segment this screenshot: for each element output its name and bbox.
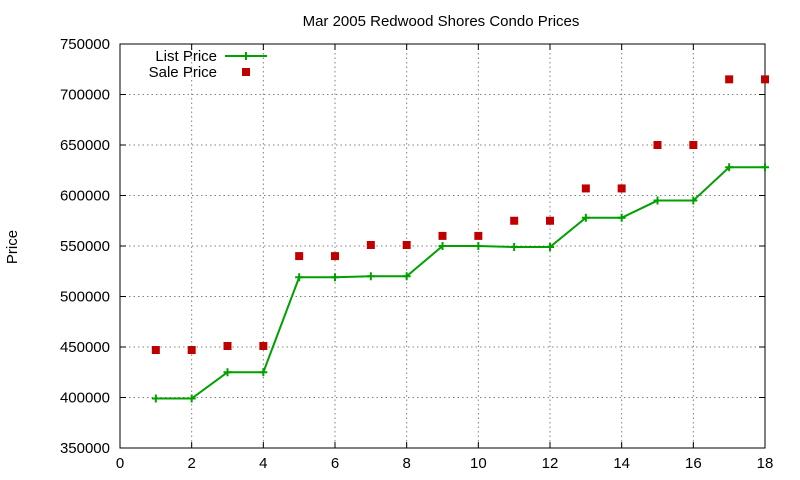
data-point-list-price bbox=[617, 213, 626, 222]
y-tick-label: 650000 bbox=[60, 137, 110, 154]
data-point-list-price bbox=[187, 394, 196, 403]
data-point-list-price bbox=[295, 273, 304, 282]
data-point-list-price bbox=[331, 273, 339, 282]
legend-label-sale-price: Sale Price bbox=[149, 64, 217, 81]
y-tick-label: 500000 bbox=[60, 289, 110, 306]
y-axis-label: Price bbox=[4, 230, 21, 264]
data-point-sale-price bbox=[617, 184, 626, 193]
y-tick-label: 600000 bbox=[60, 188, 110, 205]
x-tick-label: 2 bbox=[187, 455, 195, 472]
data-point-sale-price bbox=[725, 75, 734, 84]
data-point-sale-price bbox=[223, 341, 232, 350]
legend-marker-sale-price bbox=[242, 68, 250, 76]
x-tick-label: 8 bbox=[402, 455, 410, 472]
data-point-sale-price bbox=[402, 240, 411, 249]
x-tick-label: 0 bbox=[116, 455, 124, 472]
data-point-sale-price bbox=[653, 141, 662, 149]
data-point-list-price bbox=[546, 243, 554, 252]
data-point-sale-price bbox=[151, 346, 160, 355]
data-point-list-price bbox=[474, 242, 483, 250]
data-point-list-price bbox=[653, 196, 662, 205]
y-tick-label: 700000 bbox=[60, 87, 110, 104]
data-point-sale-price bbox=[187, 346, 196, 355]
data-point-sale-price bbox=[331, 252, 339, 261]
data-point-list-price bbox=[223, 368, 232, 377]
x-tick-label: 10 bbox=[470, 455, 487, 472]
data-point-list-price bbox=[438, 242, 447, 250]
data-point-list-price bbox=[402, 272, 411, 281]
x-tick-label: 4 bbox=[259, 455, 267, 472]
series-layer bbox=[151, 75, 769, 403]
data-point-list-price bbox=[151, 394, 160, 403]
y-tick-label: 450000 bbox=[60, 339, 110, 356]
legend-label-list-price: List Price bbox=[155, 48, 217, 65]
x-tick-label: 16 bbox=[685, 455, 702, 472]
y-tick-label: 750000 bbox=[60, 36, 110, 53]
axis-ticks: 350000 400000 450000 500000 550000 600000 6500… bbox=[60, 36, 773, 472]
data-point-sale-price bbox=[366, 240, 375, 249]
x-tick-label: 12 bbox=[542, 455, 559, 472]
y-tick-label: 350000 bbox=[60, 440, 110, 457]
data-point-sale-price bbox=[510, 216, 519, 225]
x-tick-label: 6 bbox=[331, 455, 339, 472]
data-point-list-price bbox=[761, 163, 769, 172]
data-point-sale-price bbox=[438, 231, 447, 240]
data-point-list-price bbox=[581, 213, 590, 222]
data-point-list-price bbox=[366, 272, 375, 281]
y-tick-label: 400000 bbox=[60, 390, 110, 407]
data-point-sale-price bbox=[295, 252, 304, 261]
data-point-list-price bbox=[510, 243, 519, 252]
data-point-sale-price bbox=[474, 231, 483, 240]
y-tick-label: 550000 bbox=[60, 238, 110, 255]
data-point-list-price bbox=[259, 368, 268, 377]
x-tick-label: 14 bbox=[613, 455, 630, 472]
data-point-list-price bbox=[689, 196, 698, 205]
data-point-list-price bbox=[725, 163, 734, 172]
chart-title: Mar 2005 Redwood Shores Condo Prices bbox=[303, 13, 580, 30]
data-point-sale-price bbox=[546, 216, 554, 225]
data-point-sale-price bbox=[259, 341, 268, 350]
data-point-sale-price bbox=[689, 141, 698, 149]
legend: List Price Sale Price bbox=[149, 48, 267, 81]
series-line-list-price bbox=[155, 166, 765, 400]
x-tick-label: 18 bbox=[757, 455, 774, 472]
data-point-sale-price bbox=[761, 75, 769, 84]
data-point-sale-price bbox=[581, 184, 590, 193]
legend-marker-list-price bbox=[242, 52, 250, 60]
